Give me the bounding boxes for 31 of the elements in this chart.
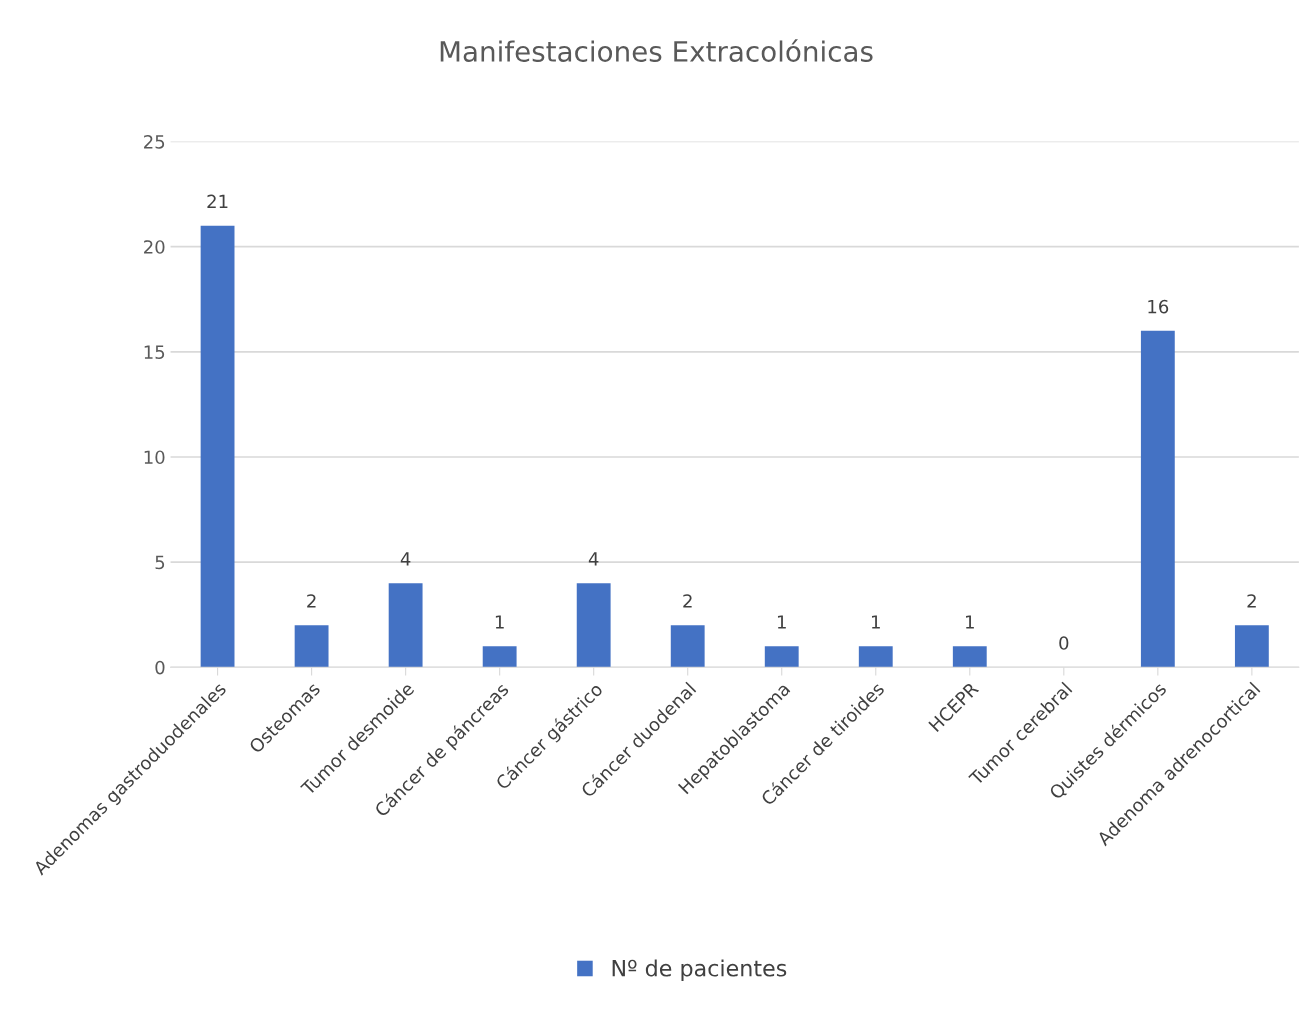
bar [388,583,423,668]
bar [952,646,987,668]
y-tick-label: 0 [155,660,165,675]
bar [1140,330,1175,668]
bar [294,625,329,668]
bar [764,646,799,668]
y-tick-label: 15 [144,345,165,359]
data-label: 2 [683,594,692,608]
data-label: 1 [872,615,880,629]
bar [858,646,893,668]
data-label: 0 [1059,636,1069,650]
bar [200,225,235,668]
data-label: 16 [1148,299,1169,314]
bar [670,625,705,668]
data-label: 1 [495,615,504,629]
bar [1234,625,1269,668]
data-label: 1 [777,615,786,629]
data-label: 21 [207,194,228,209]
bar [482,646,517,668]
y-tick-label: 25 [144,135,165,149]
y-tick-label: 5 [155,555,165,570]
y-tick-label: 10 [144,450,165,465]
data-label: 4 [588,552,599,566]
bar [576,583,611,668]
legend-label: Nº de pacientes [612,959,787,981]
data-label: 4 [400,552,411,566]
data-label: 2 [307,594,316,608]
data-label: 1 [966,615,974,629]
data-label: 2 [1247,594,1256,608]
y-tick-label: 20 [144,240,165,254]
chart-title: Manifestaciones Extracolónicas [440,39,873,62]
